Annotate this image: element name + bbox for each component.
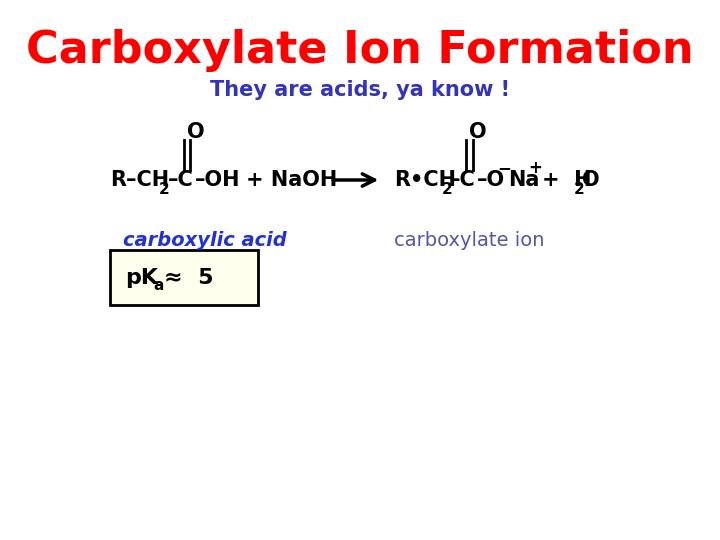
Text: R–CH: R–CH [110, 170, 169, 190]
Text: +  H: + H [542, 170, 592, 190]
Text: pK: pK [125, 267, 158, 287]
Text: 2: 2 [574, 183, 585, 198]
Text: O: O [469, 122, 487, 142]
Text: −: − [498, 159, 511, 177]
Text: Carboxylate Ion Formation: Carboxylate Ion Formation [26, 29, 694, 71]
Text: –O: –O [477, 170, 505, 190]
Text: carboxylic acid: carboxylic acid [122, 231, 287, 249]
Text: ≈  5: ≈ 5 [164, 267, 214, 287]
Text: O: O [582, 170, 600, 190]
Text: a: a [153, 278, 163, 293]
Text: –C: –C [450, 170, 476, 190]
Bar [110, 250, 258, 305]
Text: O: O [187, 122, 204, 142]
Text: +: + [528, 159, 541, 177]
Text: 2: 2 [159, 183, 170, 198]
Text: + NaOH: + NaOH [246, 170, 337, 190]
Text: R•CH: R•CH [394, 170, 456, 190]
Text: –C: –C [168, 170, 193, 190]
Text: They are acids, ya know !: They are acids, ya know ! [210, 80, 510, 100]
Text: 2: 2 [441, 183, 452, 198]
Text: –OH: –OH [194, 170, 240, 190]
Text: Na: Na [508, 170, 540, 190]
Text: carboxylate ion: carboxylate ion [394, 231, 544, 249]
